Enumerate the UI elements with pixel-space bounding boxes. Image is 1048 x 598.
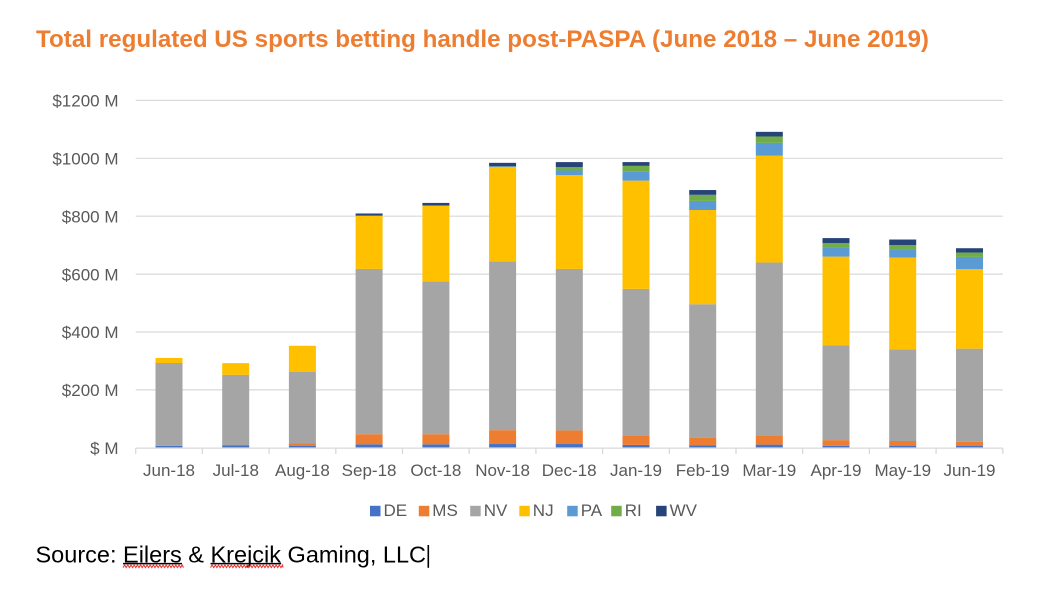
- svg-text:$ M: $ M: [90, 439, 118, 458]
- svg-text:Nov-18: Nov-18: [475, 461, 530, 480]
- svg-text:NV: NV: [484, 501, 508, 520]
- svg-text:$1200 M: $1200 M: [52, 92, 118, 111]
- svg-text:$800 M: $800 M: [62, 207, 119, 226]
- svg-text:Jun-18: Jun-18: [143, 461, 195, 480]
- svg-text:Dec-18: Dec-18: [542, 461, 597, 480]
- svg-text:Oct-18: Oct-18: [410, 461, 461, 480]
- svg-text:$600 M: $600 M: [62, 265, 119, 284]
- svg-text:May-19: May-19: [874, 461, 931, 480]
- svg-text:Total regulated US sports bett: Total regulated US sports betting handle…: [36, 26, 929, 53]
- svg-text:PA: PA: [581, 501, 603, 520]
- svg-text:$400 M: $400 M: [62, 323, 119, 342]
- svg-text:Sep-18: Sep-18: [342, 461, 397, 480]
- svg-text:Aug-18: Aug-18: [275, 461, 330, 480]
- svg-text:$1000 M: $1000 M: [52, 150, 118, 169]
- svg-text:Mar-19: Mar-19: [742, 461, 796, 480]
- svg-text:NJ: NJ: [533, 501, 554, 520]
- svg-text:Jan-19: Jan-19: [610, 461, 662, 480]
- svg-text:Feb-19: Feb-19: [676, 461, 730, 480]
- svg-text:RI: RI: [625, 501, 642, 520]
- svg-text:$200 M: $200 M: [62, 381, 119, 400]
- svg-text:DE: DE: [384, 501, 408, 520]
- svg-text:Jun-19: Jun-19: [944, 461, 996, 480]
- svg-text:Jul-18: Jul-18: [213, 461, 259, 480]
- svg-text:MS: MS: [432, 501, 458, 520]
- svg-text:Apr-19: Apr-19: [810, 461, 861, 480]
- svg-text:WV: WV: [670, 501, 698, 520]
